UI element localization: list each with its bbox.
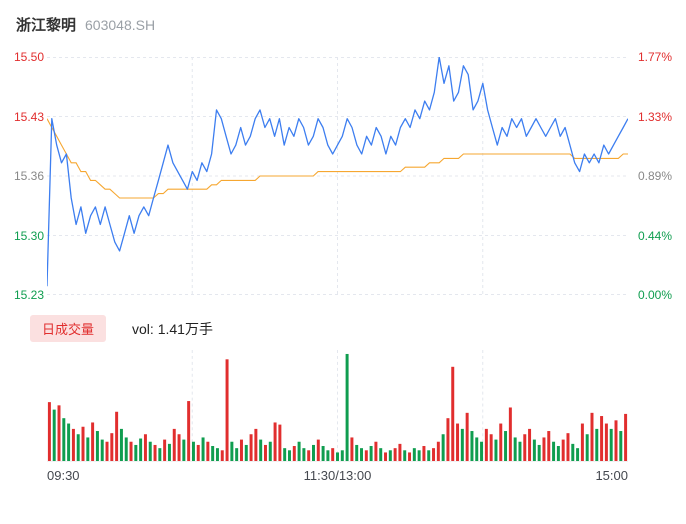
time-axis: 09:30 11:30/13:00 15:00	[47, 468, 628, 483]
volume-header: 日成交量 vol: 1.41万手	[0, 315, 686, 342]
percent-axis-label: 1.77%	[637, 50, 672, 64]
percent-axis-label: 0.00%	[637, 288, 672, 302]
time-label-open: 09:30	[47, 468, 80, 483]
volume-chart-area	[0, 350, 686, 462]
price-axis-label: 15.43	[14, 109, 45, 124]
stock-code: 603048.SH	[85, 17, 156, 33]
percent-axis-label: 1.33%	[637, 109, 672, 124]
time-label-close: 15:00	[595, 468, 628, 483]
price-axis-label: 15.23	[14, 288, 45, 302]
volume-right-gutter	[628, 350, 686, 462]
price-axis-left: 15.50 15.43 15.36 15.30 15.23	[0, 50, 47, 302]
volume-total: vol: 1.41万手	[132, 320, 213, 337]
price-chart-area: 15.50 15.43 15.36 15.30 15.23 1.77% 1.33…	[0, 50, 686, 302]
price-axis-label: 15.50	[14, 50, 45, 64]
volume-plot	[47, 350, 628, 462]
volume-bar-chart[interactable]	[47, 350, 628, 461]
percent-axis-right: 1.77% 1.33% 0.89% 0.44% 0.00%	[628, 50, 686, 302]
volume-left-gutter	[0, 350, 47, 462]
stock-name: 浙江黎明	[16, 17, 77, 34]
price-axis-label: 15.30	[14, 228, 45, 243]
price-line-chart[interactable]	[47, 57, 628, 295]
percent-axis-label: 0.89%	[637, 169, 672, 183]
volume-tab[interactable]: 日成交量	[30, 315, 107, 342]
time-label-noon: 11:30/13:00	[303, 468, 372, 483]
percent-axis-label: 0.44%	[637, 228, 672, 243]
price-axis-label: 15.36	[14, 169, 45, 183]
header: 浙江黎明 603048.SH	[0, 0, 686, 41]
price-plot	[47, 57, 628, 295]
